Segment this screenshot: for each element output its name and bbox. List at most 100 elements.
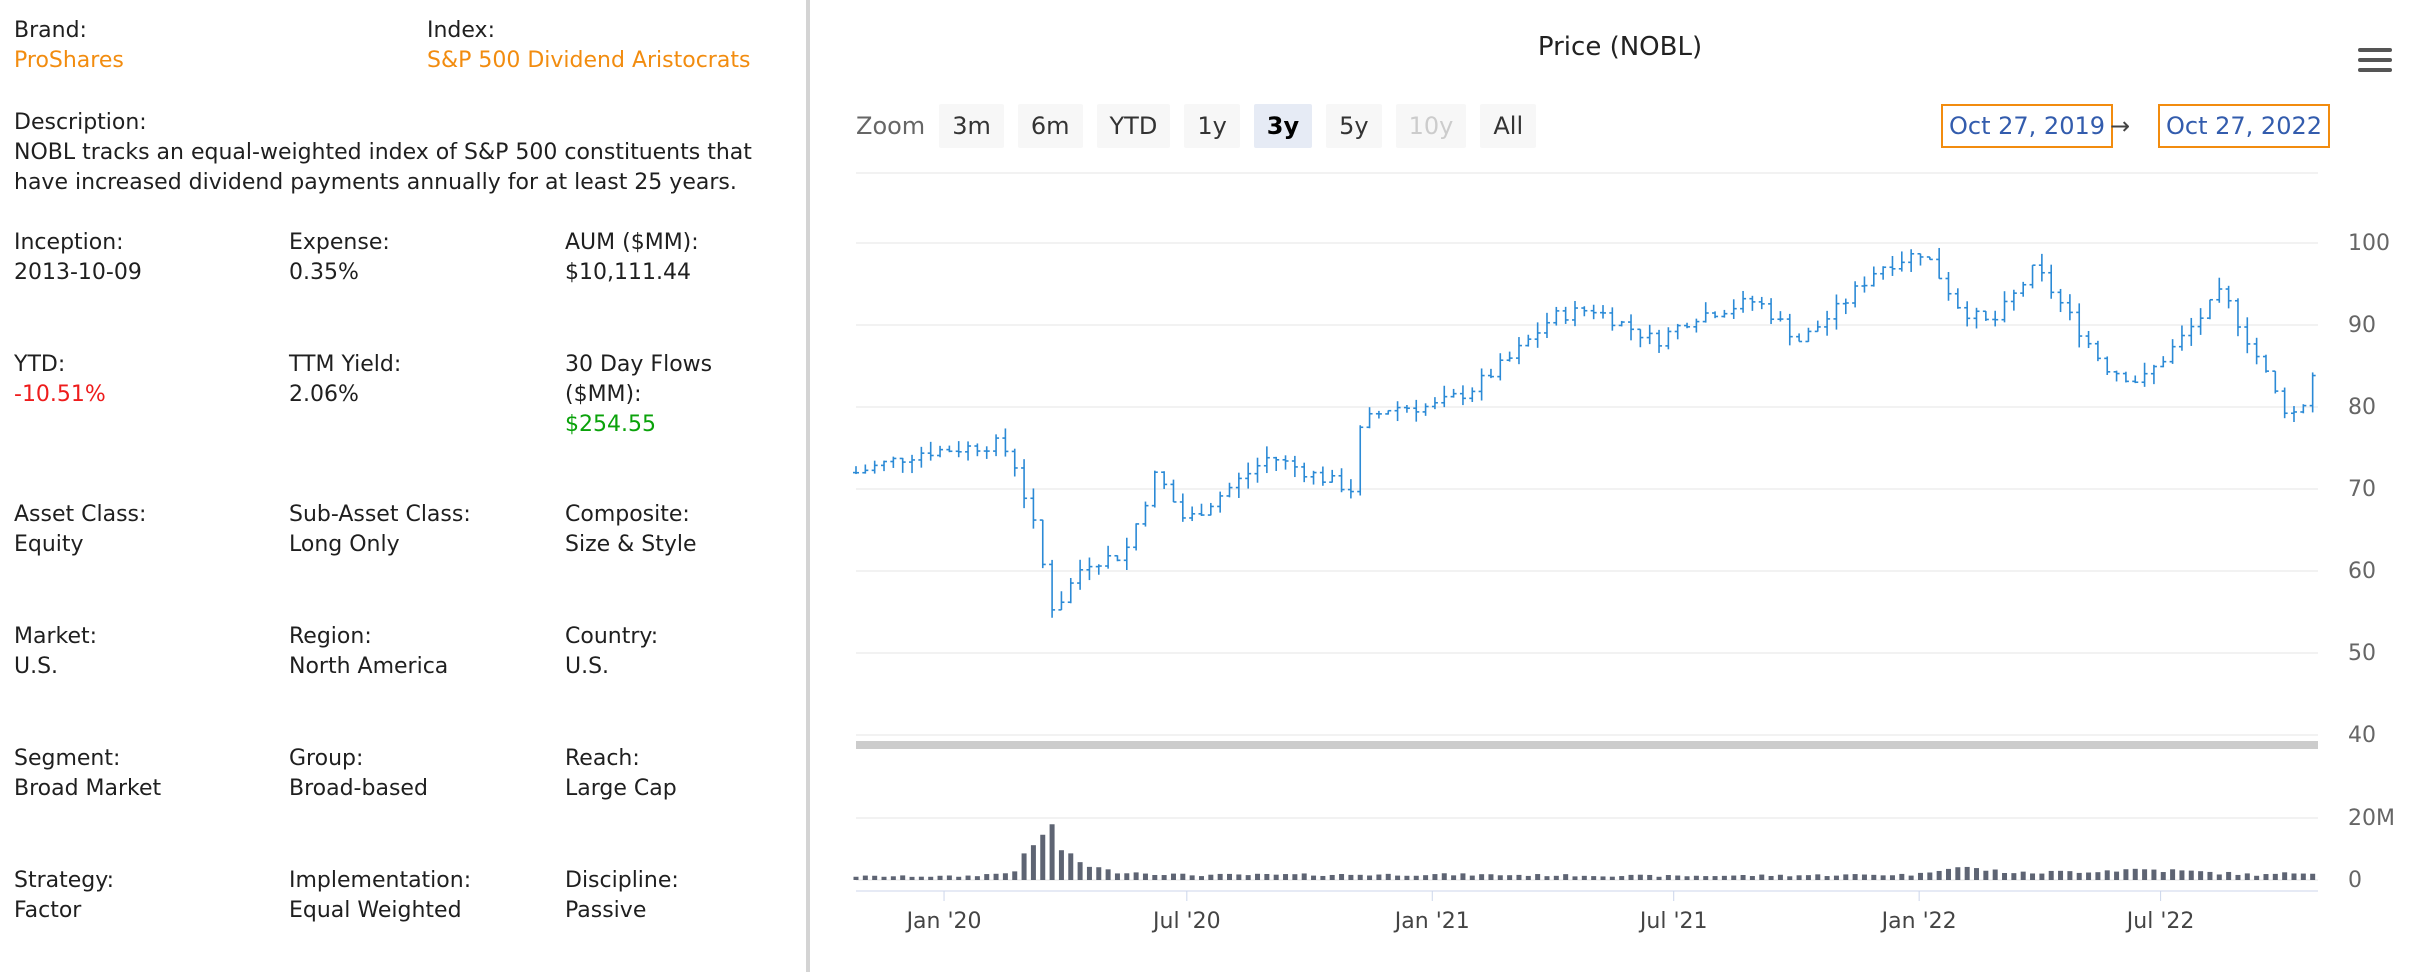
segment-field: Segment: Broad Market	[14, 744, 161, 804]
volume-bar	[918, 876, 924, 880]
volume-bar	[1974, 868, 1980, 880]
volume-bar	[1637, 874, 1643, 880]
field-label: Region:	[289, 624, 372, 649]
volume-bar	[1871, 874, 1877, 880]
date-range-arrow: →	[2110, 112, 2131, 140]
volume-bar	[974, 876, 980, 880]
zoom-1y-button[interactable]: 1y	[1184, 104, 1240, 148]
volume-bar	[1619, 876, 1625, 880]
composite-field: Composite: Size & Style	[565, 500, 697, 560]
volume-bar	[1600, 876, 1606, 880]
volume-bar	[1264, 873, 1270, 880]
volume-bar	[1833, 875, 1839, 880]
inception-field: Inception: 2013-10-09	[14, 228, 142, 288]
volume-bar	[1749, 876, 1755, 880]
volume-bar	[1852, 874, 1858, 880]
price-tick-label: 50	[2348, 641, 2376, 666]
description-text: NOBL tracks an equal-weighted index of S…	[14, 140, 752, 195]
field-value: U.S.	[565, 654, 610, 679]
zoom-3m-button[interactable]: 3m	[939, 104, 1004, 148]
volume-bar	[1815, 874, 1821, 880]
volume-bar	[1880, 875, 1886, 880]
volume-bar	[2226, 871, 2232, 880]
volume-bar	[853, 876, 859, 880]
brand-link[interactable]: ProShares	[14, 48, 124, 73]
volume-bar	[1507, 875, 1513, 880]
volume-bar	[1292, 874, 1298, 880]
zoom-5y-button[interactable]: 5y	[1326, 104, 1382, 148]
panel-divider	[806, 0, 810, 972]
zoom-all-button[interactable]: All	[1480, 104, 1537, 148]
market-field: Market: U.S.	[14, 622, 97, 682]
volume-bar	[1376, 874, 1382, 880]
volume-bar	[1329, 874, 1335, 880]
volume-bar	[1675, 875, 1681, 880]
volume-bar	[1255, 873, 1261, 880]
volume-bar	[1301, 873, 1307, 880]
volume-bar	[1367, 875, 1373, 880]
volume-bar	[2300, 873, 2306, 880]
volume-bar	[2188, 870, 2194, 880]
volume-bar	[2020, 871, 2026, 880]
hamburger-menu-icon[interactable]	[2358, 48, 2392, 76]
price-chart-panel: 40 50 60 70 80 90 100 0 20M Jan '20 Jul '20 Jan '21…	[810, 0, 2430, 972]
volume-bar	[1068, 853, 1074, 880]
volume-bar	[1441, 873, 1447, 880]
volume-bar	[1553, 875, 1559, 880]
zoom-ytd-button[interactable]: YTD	[1096, 104, 1171, 148]
volume-bar	[1656, 876, 1662, 880]
volume-bar	[1525, 875, 1531, 880]
volume-bar	[1339, 874, 1345, 880]
volume-bar	[2282, 872, 2288, 880]
volume-bar	[890, 876, 896, 880]
volume-bar	[2114, 871, 2120, 880]
volume-bar	[2123, 869, 2129, 880]
volume-bar	[2291, 873, 2297, 880]
zoom-3y-button[interactable]: 3y	[1253, 104, 1313, 148]
volume-bar	[2048, 870, 2054, 880]
volume-bar	[1142, 873, 1148, 880]
volume-bar	[1684, 876, 1690, 880]
volume-bar	[1217, 873, 1223, 880]
volume-bar	[2011, 873, 2017, 880]
volume-bar	[1647, 874, 1653, 880]
chart-title: Price (NOBL)	[1537, 32, 1703, 62]
volume-bar	[1040, 834, 1046, 880]
volume-bar	[1535, 874, 1541, 880]
reach-field: Reach: Large Cap	[565, 744, 677, 804]
volume-bar	[1983, 870, 1989, 880]
volume-bar	[1077, 862, 1083, 880]
volume-bar	[2263, 874, 2269, 880]
volume-bar	[2058, 870, 2064, 880]
volume-bar	[1693, 875, 1699, 880]
volume-bar	[900, 875, 906, 880]
date-from-input[interactable]: Oct 27, 2019	[1941, 104, 2113, 148]
volume-tick-label: 0	[2348, 868, 2362, 893]
volume-bar	[2104, 870, 2110, 880]
zoom-6m-button[interactable]: 6m	[1017, 104, 1083, 148]
volume-bar	[2086, 872, 2092, 880]
volume-bar	[1824, 876, 1830, 880]
volume-bar	[956, 876, 962, 880]
field-label: Index:	[427, 18, 495, 43]
volume-bar	[1105, 869, 1111, 880]
index-link[interactable]: S&P 500 Dividend Aristocrats	[427, 48, 751, 73]
field-label: Reach:	[565, 746, 640, 771]
field-label: Implementation:	[289, 868, 472, 893]
volume-bar	[1516, 874, 1522, 880]
field-label: Market:	[14, 624, 98, 649]
price-chart[interactable]: 40 50 60 70 80 90 100 0 20M Jan '20 Jul '20 Jan '21…	[810, 0, 2430, 972]
field-label: Sub-Asset Class:	[289, 502, 471, 527]
price-tick-label: 100	[2348, 231, 2390, 256]
volume-bar	[872, 875, 878, 880]
volume-bar	[1544, 876, 1550, 880]
volume-bar	[1283, 874, 1289, 880]
implementation-field: Implementation: Equal Weighted	[289, 866, 471, 926]
volume-bar	[2095, 872, 2101, 880]
volume-bar	[984, 874, 990, 880]
date-to-input[interactable]: Oct 27, 2022	[2158, 104, 2330, 148]
volume-bar	[1927, 872, 1933, 880]
field-value: Factor	[14, 898, 82, 923]
field-label: Asset Class:	[14, 502, 147, 527]
price-tick-label: 40	[2348, 723, 2376, 748]
